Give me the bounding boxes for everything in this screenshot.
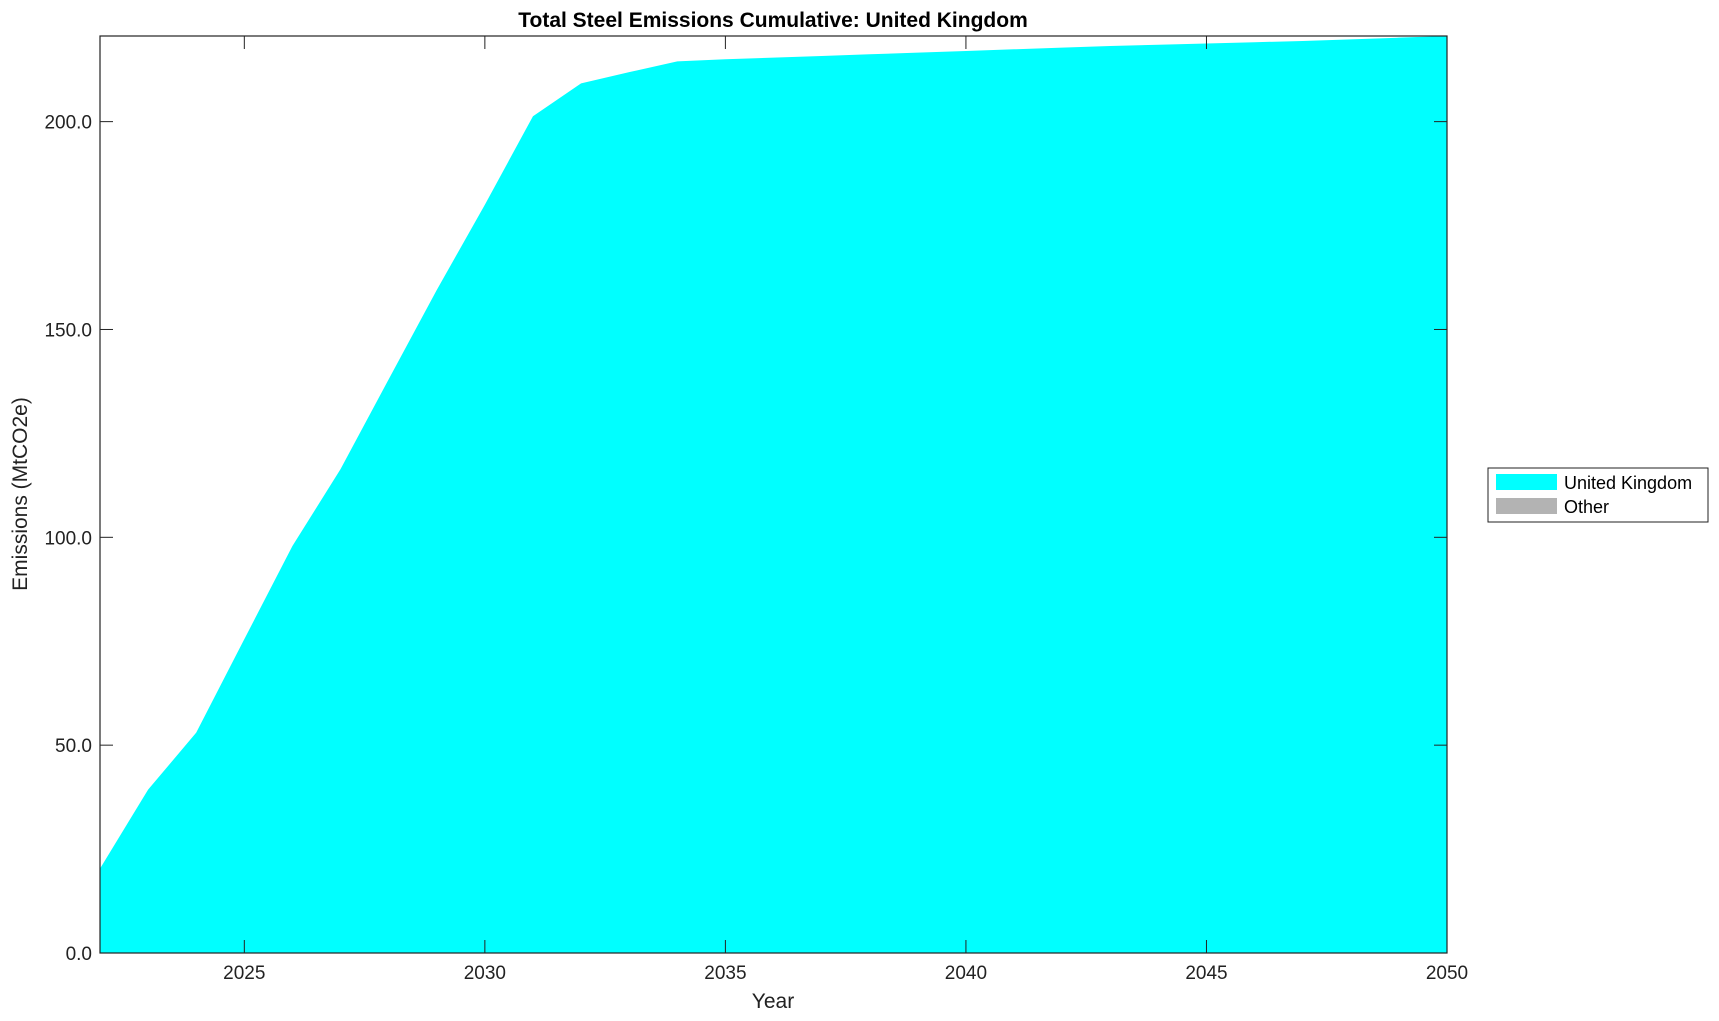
x-tick-label: 2045 <box>1185 963 1227 984</box>
legend-label-other: Other <box>1564 497 1609 517</box>
y-axis-label: Emissions (MtCO2e) <box>9 397 32 591</box>
x-tick-label: 2040 <box>945 963 987 984</box>
plot-frame <box>99 35 1448 954</box>
chart-title: Total Steel Emissions Cumulative: United… <box>518 9 1028 32</box>
x-tick-label: 2030 <box>464 963 506 984</box>
x-tick-label: 2025 <box>223 963 265 984</box>
x-tick-label: 2035 <box>704 963 746 984</box>
y-tick-label: 200.0 <box>44 113 92 134</box>
x-tick-label: 2050 <box>1426 963 1468 984</box>
y-tick-label: 50.0 <box>55 736 92 757</box>
legend: United Kingdom Other <box>1487 467 1709 523</box>
legend-swatch-other <box>1496 498 1557 514</box>
y-tick-label: 100.0 <box>44 528 92 549</box>
y-tick-label: 150.0 <box>44 320 92 341</box>
y-tick-label: 0.0 <box>66 944 92 965</box>
legend-label-united-kingdom: United Kingdom <box>1564 473 1692 493</box>
x-axis-label: Year <box>752 990 794 1013</box>
legend-swatch-united-kingdom <box>1496 474 1557 490</box>
area-united-kingdom <box>100 36 1447 953</box>
